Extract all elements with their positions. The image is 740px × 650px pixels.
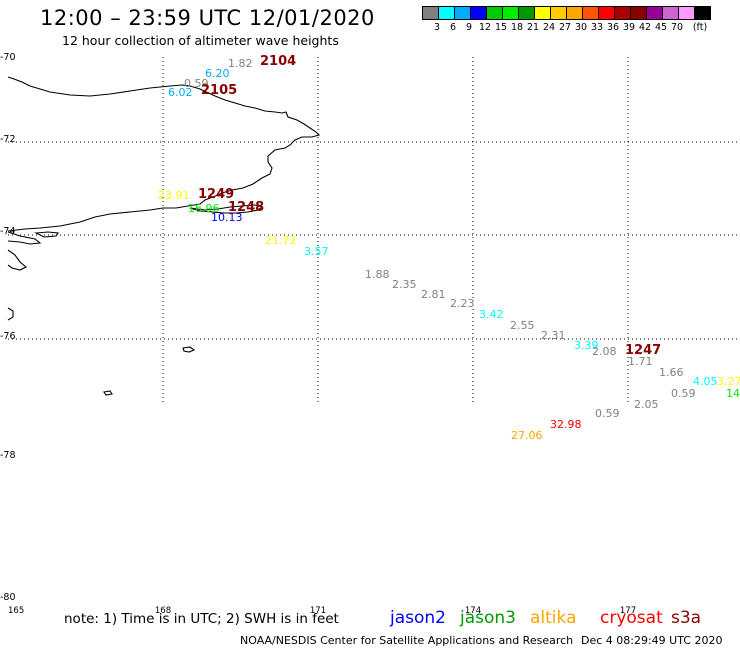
wave-height-label: 2.55 xyxy=(510,319,535,332)
longitude-label: 165 xyxy=(8,606,25,616)
color-swatch xyxy=(438,6,455,20)
longitude-label: 171 xyxy=(309,606,327,616)
latitude-label: -76 xyxy=(0,331,16,342)
wave-height-label: 0.59 xyxy=(184,77,209,90)
color-scale-label: 27 xyxy=(558,22,572,33)
wave-height-label: 2.05 xyxy=(634,398,659,411)
footer-note: note: 1) Time is in UTC; 2) SWH is in fe… xyxy=(64,611,339,627)
pass-id-label: 2105 xyxy=(201,83,238,98)
wave-height-label: 10.13 xyxy=(211,211,243,224)
color-scale-label: 21 xyxy=(526,22,540,33)
color-swatch xyxy=(454,6,471,20)
map-title: 12:00 – 23:59 UTC 12/01/2020 xyxy=(40,6,375,30)
wave-height-label: 3.27 xyxy=(717,375,740,388)
color-swatch xyxy=(662,6,679,20)
wave-height-label: 3.57 xyxy=(304,245,329,258)
wave-height-label: 2.35 xyxy=(392,278,417,291)
map-subtitle: 12 hour collection of altimeter wave hei… xyxy=(62,33,339,48)
wave-height-label: 14. xyxy=(726,387,740,400)
satellite-legend-cryosat: cryosat xyxy=(600,608,663,628)
color-scale-label: 6 xyxy=(449,22,457,33)
color-swatch xyxy=(582,6,599,20)
wave-height-label: 1.88 xyxy=(365,268,390,281)
color-scale-label: 33 xyxy=(590,22,604,33)
wave-height-label: 3.39 xyxy=(574,339,599,352)
satellite-legend-s3a: s3a xyxy=(671,608,702,628)
satellite-legend-altika: altika xyxy=(530,608,577,628)
latitude-label: -78 xyxy=(0,450,16,461)
color-swatch xyxy=(486,6,503,20)
satellite-legend-jason3: jason3 xyxy=(460,608,516,628)
wave-height-label: 16.96 xyxy=(188,202,220,215)
color-swatch xyxy=(518,6,535,20)
longitude-label: 177 xyxy=(619,606,637,616)
coastline xyxy=(7,76,321,396)
color-scale-label: 15 xyxy=(494,22,508,33)
latitude-label: -70 xyxy=(0,52,16,63)
pass-id-label: 1248 xyxy=(228,200,265,215)
wave-height-label: 23.91 xyxy=(158,189,190,202)
wave-height-label: 0.59 xyxy=(671,387,696,400)
color-swatch xyxy=(422,6,439,20)
color-scale-label: (ft) xyxy=(692,22,708,33)
wave-height-label: 21.72 xyxy=(265,234,297,247)
color-scale-label: 18 xyxy=(510,22,524,33)
color-scale-label: 70 xyxy=(670,22,684,33)
color-swatch xyxy=(566,6,583,20)
latitude-label: -74 xyxy=(0,226,16,237)
longitude-label: 174 xyxy=(464,606,482,616)
color-scale-label: 30 xyxy=(574,22,588,33)
color-swatch xyxy=(550,6,567,20)
pass-id-label: 1249 xyxy=(198,187,235,202)
satellite-legend-jason2: jason2 xyxy=(390,608,446,628)
color-scale-label: 39 xyxy=(622,22,636,33)
color-scale-label: 36 xyxy=(606,22,620,33)
wave-height-label: 2.08 xyxy=(592,345,617,358)
latitude-label: -72 xyxy=(0,134,16,145)
wave-height-label: 27.06 xyxy=(511,429,543,442)
longitude-label: 168 xyxy=(154,606,172,616)
wave-height-label: 2.23 xyxy=(450,297,475,310)
color-scale-label: 42 xyxy=(638,22,652,33)
color-scale-bar xyxy=(422,6,711,20)
color-scale-label: 45 xyxy=(654,22,668,33)
wave-height-label: 1.71 xyxy=(628,355,653,368)
color-swatch xyxy=(534,6,551,20)
wave-height-label: 6.02 xyxy=(168,86,193,99)
latitude-label: -80 xyxy=(0,592,16,603)
wave-height-label: 1.82 xyxy=(228,57,253,70)
color-scale-label: 3 xyxy=(433,22,441,33)
color-swatch xyxy=(470,6,487,20)
wave-height-label: 3.42 xyxy=(479,308,504,321)
color-swatch xyxy=(630,6,647,20)
wave-height-label: 0.59 xyxy=(595,407,620,420)
generation-timestamp: Dec 4 08:29:49 UTC 2020 xyxy=(581,634,723,647)
wave-height-label: 4.05 xyxy=(693,375,718,388)
wave-height-label: 32.98 xyxy=(550,418,582,431)
wave-height-label: 2.31 xyxy=(541,329,566,342)
color-scale-label: 12 xyxy=(478,22,492,33)
wave-height-label: 1.66 xyxy=(659,366,684,379)
color-scale-label: 24 xyxy=(542,22,556,33)
color-swatch xyxy=(678,6,695,20)
credit-line: NOAA/NESDIS Center for Satellite Applica… xyxy=(240,634,574,647)
color-scale-labels: 3 6 9 12 15 18 21 24 27 30 33 36 39 42 45 70 (ft) xyxy=(422,22,740,36)
wave-height-label: 6.20 xyxy=(205,67,230,80)
color-swatch xyxy=(614,6,631,20)
pass-id-label: 2104 xyxy=(260,54,297,69)
color-swatch xyxy=(694,6,711,20)
color-scale-label: 9 xyxy=(465,22,473,33)
pass-id-label: 1247 xyxy=(625,343,662,358)
color-swatch xyxy=(502,6,519,20)
wave-height-label: 2.81 xyxy=(421,288,446,301)
color-swatch xyxy=(646,6,663,20)
color-swatch xyxy=(598,6,615,20)
